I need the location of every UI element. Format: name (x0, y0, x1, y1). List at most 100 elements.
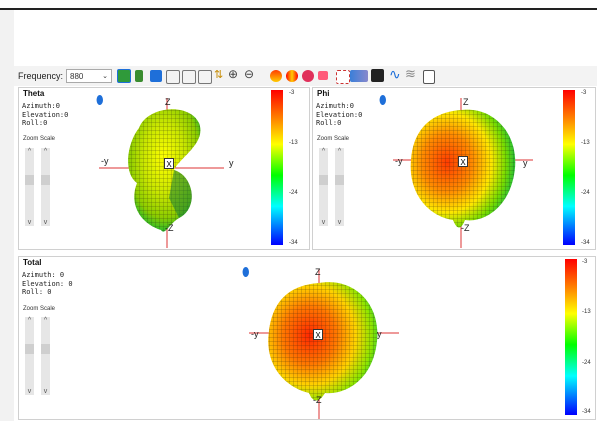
neg-z-axis-label: -Z (165, 223, 174, 233)
pattern-icon[interactable] (302, 70, 314, 82)
azimuth-value: Azimuth:0 (316, 102, 354, 110)
top-separator (0, 0, 597, 10)
view-icon[interactable] (166, 70, 180, 84)
chevron-up-icon[interactable]: ^ (337, 148, 342, 155)
pattern-icon[interactable] (286, 70, 298, 82)
color-scale-tick: -34 (581, 240, 590, 246)
color-scale-tick: -24 (289, 190, 298, 196)
theta-panel: Theta Azimuth:0 Elevation:0 Roll:0 Zoom Sc… (18, 87, 310, 250)
color-scale-tick: -13 (289, 140, 298, 146)
z-axis-label: Z (315, 267, 321, 277)
person-icon: ⬮ (242, 265, 250, 279)
phi-panel: Phi Azimuth:0 Elevation:0 Roll:0 Zoom Scal… (312, 87, 596, 250)
chevron-down-icon: ⌄ (102, 73, 108, 80)
zoom-slider[interactable]: ^ v (41, 148, 50, 226)
zoom-slider[interactable]: ^ v (25, 148, 34, 226)
elevation-value: Elevation:0 (316, 110, 363, 119)
neg-z-axis-label: -Z (313, 395, 322, 405)
chevron-up-icon[interactable]: ^ (43, 317, 48, 324)
color-scale-tick: -3 (289, 90, 295, 96)
x-axis-label: X (458, 156, 468, 167)
view-icon[interactable] (150, 70, 162, 82)
chevron-up-icon[interactable]: ^ (27, 317, 32, 324)
battery-icon[interactable] (135, 70, 143, 82)
pattern-icon[interactable] (336, 70, 350, 84)
slider-thumb[interactable] (41, 344, 50, 354)
zoom-scale-label: Zoom Scale (317, 136, 350, 142)
elevation-value: Elevation:0 (22, 110, 69, 119)
view-icon[interactable] (198, 70, 212, 84)
color-scale-tick: -13 (581, 140, 590, 146)
orientation-info: Azimuth:0 Elevation:0 Roll:0 (22, 102, 68, 128)
zoom-slider[interactable]: ^ v (25, 317, 34, 395)
color-scale-bar (271, 90, 283, 245)
frequency-select[interactable]: 880 ⌄ (66, 69, 112, 83)
chevron-up-icon[interactable]: ^ (321, 148, 326, 155)
chevron-up-icon[interactable]: ^ (43, 148, 48, 155)
chevron-down-icon[interactable]: v (27, 388, 32, 395)
roll-value: Roll:0 (22, 119, 48, 127)
zoom-out-icon[interactable]: ⊖ (244, 67, 255, 81)
z-axis-label: Z (165, 97, 171, 107)
slider-thumb[interactable] (335, 175, 344, 185)
color-scale-tick: -24 (581, 190, 590, 196)
neg-z-axis-label: -Z (461, 223, 470, 233)
slider-thumb[interactable] (25, 175, 34, 185)
phi-pattern (393, 98, 533, 248)
total-panel: Total Azimuth: 0 Elevation: 0 Roll: 0 Zoom… (18, 256, 596, 420)
zoom-in-icon[interactable]: ⊕ (228, 67, 239, 81)
zoom-scale-label: Zoom Scale (23, 306, 56, 312)
chevron-up-icon[interactable]: ^ (27, 148, 32, 155)
zoom-slider[interactable]: ^ v (335, 148, 344, 226)
slider-thumb[interactable] (41, 175, 50, 185)
zoom-slider[interactable]: ^ v (41, 317, 50, 395)
elevation-value: Elevation: 0 (22, 279, 73, 288)
x-axis-label: X (313, 329, 323, 340)
view-icon[interactable] (182, 70, 196, 84)
theta-pattern (99, 98, 224, 248)
y-axis-label: y (229, 158, 234, 168)
notes-icon[interactable] (423, 70, 435, 84)
y-axis-label: y (377, 329, 382, 339)
chevron-down-icon[interactable]: v (27, 219, 32, 226)
color-scale-tick: -24 (582, 360, 591, 366)
z-axis-label: Z (463, 97, 469, 107)
roll-value: Roll: 0 (22, 288, 52, 296)
color-scale-bar (565, 259, 577, 415)
frequency-value: 880 (70, 72, 84, 81)
roll-value: Roll:0 (316, 119, 342, 127)
total-pattern (249, 269, 399, 419)
azimuth-value: Azimuth: 0 (22, 271, 65, 279)
color-scale-tick: -13 (582, 309, 591, 315)
camera-icon[interactable] (371, 69, 384, 82)
left-gutter (0, 10, 14, 421)
pattern-icon[interactable] (318, 71, 328, 80)
rotate-icon[interactable]: ⇅ (214, 69, 224, 81)
orientation-info: Azimuth: 0 Elevation: 0 Roll: 0 (22, 271, 73, 297)
pattern-icon[interactable] (270, 70, 282, 82)
panel-title: Phi (317, 89, 330, 98)
orientation-info: Azimuth:0 Elevation:0 Roll:0 (316, 102, 362, 128)
chevron-down-icon[interactable]: v (337, 219, 342, 226)
wave-icon[interactable]: ∿ (389, 66, 401, 82)
pattern-icon[interactable] (350, 70, 368, 82)
battery-icon[interactable] (117, 69, 131, 83)
zoom-slider[interactable]: ^ v (319, 148, 328, 226)
chevron-down-icon[interactable]: v (321, 219, 326, 226)
panel-title: Total (23, 258, 42, 267)
chevron-down-icon[interactable]: v (43, 219, 48, 226)
frequency-label: Frequency: (18, 71, 64, 81)
slider-thumb[interactable] (319, 175, 328, 185)
color-scale-tick: -3 (581, 90, 587, 96)
y-axis-label: y (523, 158, 528, 168)
chevron-down-icon[interactable]: v (43, 388, 48, 395)
person-icon: ⬮ (379, 93, 387, 107)
wave-icon[interactable]: ≋ (405, 66, 416, 81)
color-scale-bar (563, 90, 575, 245)
neg-y-axis-label: -y (251, 329, 259, 339)
x-axis-label: X (164, 158, 174, 169)
color-scale-tick: -34 (582, 409, 591, 415)
azimuth-value: Azimuth:0 (22, 102, 60, 110)
color-scale-tick: -3 (582, 259, 588, 265)
slider-thumb[interactable] (25, 344, 34, 354)
